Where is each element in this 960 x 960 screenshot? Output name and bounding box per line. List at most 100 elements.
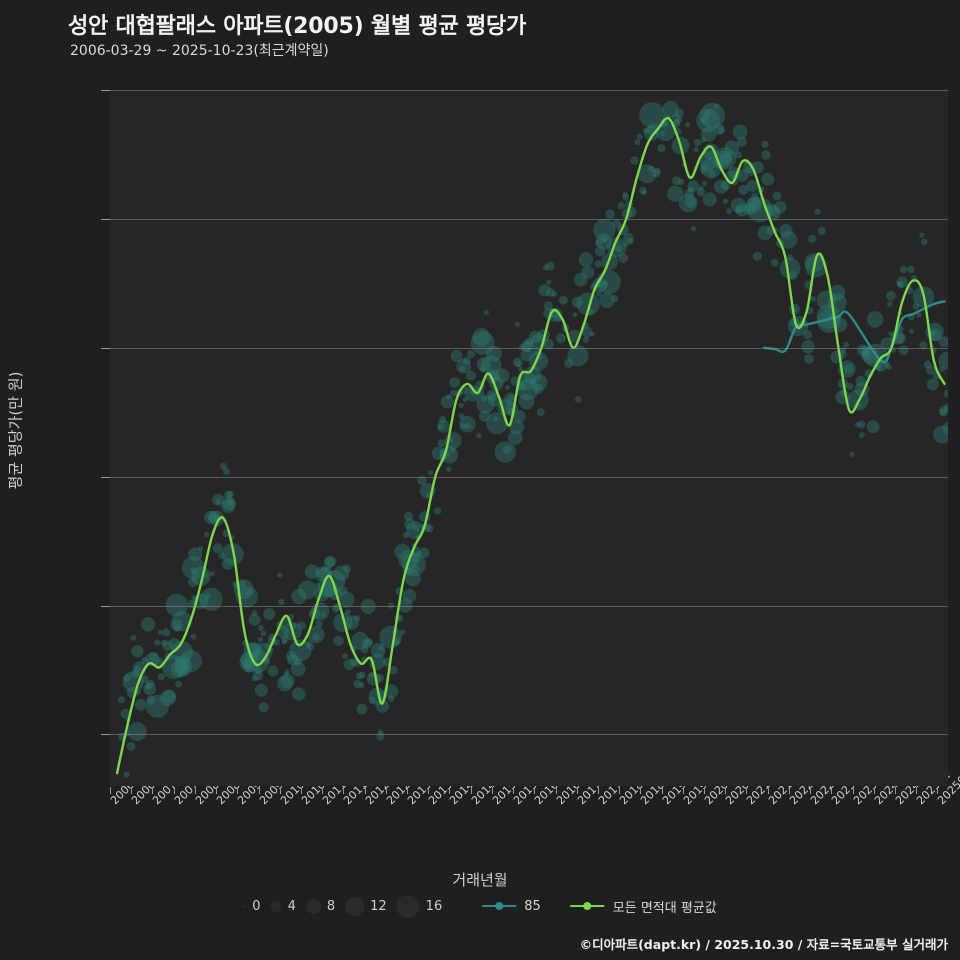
x-tick-mark <box>576 787 578 794</box>
data-bubble <box>176 671 183 677</box>
data-bubble <box>277 675 293 692</box>
data-bubble <box>708 170 716 178</box>
data-bubble <box>387 695 395 702</box>
data-bubble <box>258 702 269 713</box>
data-bubble <box>801 340 815 354</box>
data-bubble <box>617 201 625 210</box>
data-bubble <box>886 291 896 301</box>
legend-series-item[interactable]: 85 <box>482 892 541 920</box>
data-bubble <box>605 209 615 219</box>
data-bubble <box>693 138 702 147</box>
data-bubble <box>761 172 775 186</box>
legend-size-label: 8 <box>326 898 336 914</box>
x-tick-mark <box>513 787 515 794</box>
data-bubble <box>642 127 650 134</box>
series-line-all <box>115 116 946 775</box>
data-bubble <box>660 131 665 136</box>
x-tick-mark <box>110 787 111 794</box>
data-bubble <box>596 269 621 294</box>
data-bubble <box>810 295 816 302</box>
data-bubble <box>143 682 156 696</box>
data-bubble <box>222 496 237 511</box>
data-bubble <box>333 612 353 633</box>
data-bubble <box>639 186 647 195</box>
data-bubble <box>804 353 814 364</box>
data-bubble <box>131 645 144 658</box>
data-bubble <box>751 192 759 200</box>
data-bubble <box>700 116 709 125</box>
data-bubble <box>531 374 548 391</box>
data-bubble <box>483 309 489 315</box>
data-bubble <box>735 203 749 217</box>
data-bubble <box>518 344 526 351</box>
data-bubble <box>344 609 351 616</box>
data-bubble <box>926 378 939 391</box>
x-tick-mark <box>216 787 218 794</box>
data-bubble <box>478 410 491 422</box>
data-bubble <box>908 328 914 334</box>
data-bubble <box>594 260 602 268</box>
x-tick-mark <box>407 787 408 794</box>
data-bubble <box>513 410 526 423</box>
data-bubble <box>514 321 520 327</box>
data-bubble <box>140 617 156 632</box>
data-bubble <box>636 133 643 140</box>
data-bubble <box>365 638 373 647</box>
legend-size-item: 4 <box>270 892 306 920</box>
data-bubble <box>735 206 743 214</box>
data-bubble <box>928 328 942 342</box>
data-bubble <box>291 589 307 605</box>
data-bubble <box>551 291 558 297</box>
data-bubble <box>752 251 762 261</box>
legend-size-label: 16 <box>425 898 443 914</box>
data-bubble <box>470 331 495 355</box>
legend-series-label: 85 <box>524 898 541 914</box>
data-bubble <box>515 361 522 367</box>
data-bubble <box>808 234 817 243</box>
data-bubble <box>678 193 698 213</box>
data-bubble <box>368 687 387 706</box>
legend-series-item[interactable]: 모든 면적대 평균값 <box>570 892 717 920</box>
data-bubble <box>722 198 729 204</box>
data-bubble <box>518 393 535 410</box>
data-bubble <box>251 675 258 682</box>
data-bubble <box>897 281 905 289</box>
data-bubble <box>637 164 657 184</box>
legend-size-label: 4 <box>287 898 296 914</box>
data-bubble <box>306 625 325 644</box>
data-bubble <box>224 490 233 500</box>
data-bubble <box>355 672 363 680</box>
x-tick-mark <box>810 787 812 794</box>
legend-size-item: 16 <box>396 892 453 920</box>
data-bubble <box>887 301 893 307</box>
data-bubble <box>933 425 948 444</box>
data-bubble <box>486 345 503 362</box>
data-bubble <box>861 349 872 360</box>
data-bubble <box>175 680 182 688</box>
data-bubble <box>696 108 720 133</box>
data-bubble <box>425 524 434 533</box>
data-bubble <box>595 239 602 246</box>
data-bubble <box>402 532 409 539</box>
data-bubble <box>207 511 220 523</box>
data-bubble <box>257 636 264 643</box>
data-bubble <box>254 683 268 697</box>
data-bubble <box>593 218 616 242</box>
data-bubble <box>333 635 344 646</box>
data-bubble <box>360 645 369 654</box>
x-tick-mark <box>534 787 536 794</box>
data-bubble <box>281 638 288 645</box>
data-bubble <box>788 271 798 280</box>
data-bubble <box>370 643 386 658</box>
data-bubble <box>431 446 445 460</box>
legend-line-swatch <box>482 900 517 912</box>
data-bubble <box>297 580 317 600</box>
x-tick-mark <box>428 787 430 794</box>
data-bubble <box>238 580 246 588</box>
data-bubble <box>159 689 176 707</box>
data-bubble <box>946 340 948 346</box>
data-bubble <box>747 196 761 210</box>
data-bubble <box>412 524 420 532</box>
data-bubble <box>315 620 323 628</box>
